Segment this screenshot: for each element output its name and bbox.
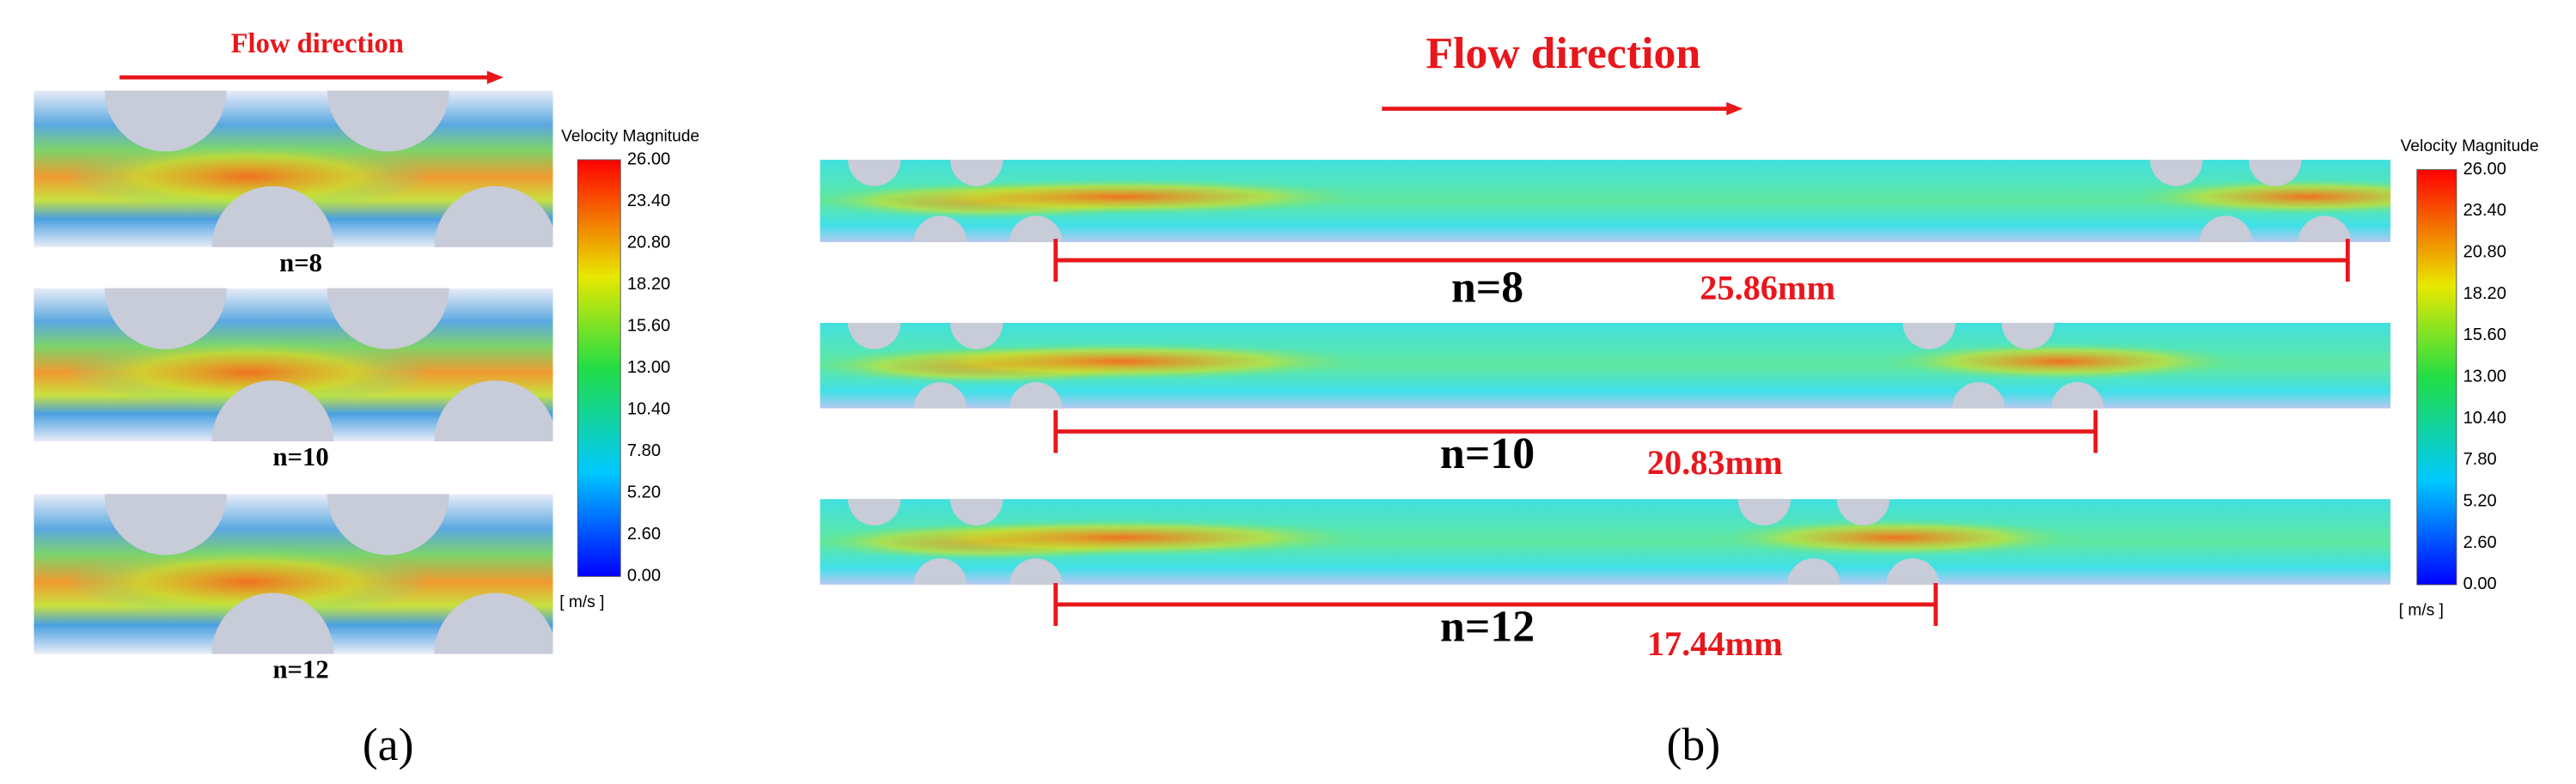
caption: (b): [1667, 719, 1721, 770]
obstacle: [327, 288, 449, 349]
obstacle: [434, 185, 553, 247]
colorbar-tick: 15.60: [627, 316, 670, 335]
obstacle: [1787, 558, 1840, 585]
flow-field: [34, 90, 553, 247]
flow-field: [820, 499, 2391, 585]
colorbar-unit: [ m/s ]: [559, 593, 604, 611]
obstacle: [104, 288, 227, 349]
high-velocity-zone: [874, 179, 1369, 216]
flow-label: Flow direction: [1425, 29, 1700, 78]
colorbar-tick: 10.40: [627, 400, 670, 419]
obstacle: [847, 499, 901, 526]
case-label: n=8: [1451, 263, 1523, 312]
obstacle: [434, 380, 553, 442]
colorbar-tick: 13.00: [2463, 368, 2506, 386]
colorbar-tick: 18.20: [627, 275, 670, 294]
arrow-head: [486, 70, 504, 84]
flow-field: [34, 288, 553, 442]
obstacle: [1737, 499, 1792, 526]
obstacle: [847, 322, 901, 349]
colorbar-tick: 20.80: [627, 233, 670, 252]
obstacle: [2150, 160, 2203, 186]
obstacle: [1886, 558, 1939, 585]
high-velocity-zone: [2127, 179, 2391, 216]
case-label: n=12: [272, 655, 328, 684]
obstacle: [104, 494, 227, 556]
high-velocity-zone: [1879, 342, 2243, 380]
colorbar-tick: 2.60: [627, 525, 661, 544]
colorbar-title: Velocity Magnitude: [561, 127, 699, 145]
obstacle: [327, 90, 449, 152]
colorbar-tick: 23.40: [627, 191, 670, 210]
case-label: n=12: [1440, 603, 1535, 652]
colorbar-tick: 2.60: [2463, 533, 2497, 552]
colorbar-tick: 5.20: [627, 483, 661, 502]
high-velocity-zone: [66, 546, 430, 617]
content: Flow direction n=8 n=10 n=12 Velocity Magnit…: [34, 28, 2539, 770]
obstacle: [2001, 322, 2054, 349]
obstacle: [2051, 382, 2104, 409]
obstacle: [949, 499, 1004, 526]
obstacle: [211, 380, 334, 442]
colorbar: [577, 159, 621, 577]
arrow-head: [1726, 101, 1743, 116]
flow-field: [34, 494, 553, 654]
obstacle: [211, 185, 334, 247]
obstacle: [1009, 382, 1063, 409]
length-label: 17.44mm: [1647, 624, 1783, 663]
colorbar-tick: 7.80: [627, 441, 661, 460]
case-label: n=10: [272, 442, 328, 471]
obstacle: [2249, 160, 2302, 186]
case-label: n=10: [1440, 429, 1535, 478]
obstacle: [1902, 322, 1956, 349]
obstacle: [1836, 499, 1890, 526]
caption: (a): [363, 719, 414, 770]
obstacle: [949, 160, 1004, 186]
obstacle: [1009, 558, 1063, 585]
high-velocity-zone: [874, 342, 1369, 380]
obstacle: [211, 593, 334, 654]
colorbar-tick: 0.00: [2463, 574, 2497, 593]
length-label: 25.86mm: [1700, 269, 1835, 307]
obstacle: [913, 382, 967, 409]
colorbar-title: Velocity Magnitude: [2401, 137, 2539, 155]
obstacle: [913, 558, 967, 585]
obstacle: [913, 216, 967, 242]
obstacle: [949, 322, 1004, 349]
high-velocity-zone: [874, 519, 1369, 556]
obstacle: [847, 160, 901, 186]
colorbar-tick: 15.60: [2463, 325, 2506, 344]
flow-field: [820, 160, 2391, 242]
case-label: n=8: [279, 248, 322, 277]
obstacle: [434, 593, 553, 654]
high-velocity-zone: [66, 142, 430, 211]
high-velocity-zone: [66, 338, 430, 407]
colorbar-tick: 13.00: [627, 358, 670, 377]
colorbar-tick: 5.20: [2463, 492, 2497, 511]
colorbar-tick: 10.40: [2463, 409, 2506, 428]
colorbar-tick: 26.00: [2463, 160, 2506, 179]
colorbar-tick: 18.20: [2463, 284, 2506, 303]
high-velocity-zone: [1714, 519, 2078, 556]
obstacle: [1951, 382, 2005, 409]
colorbar: [2416, 169, 2457, 586]
flow-field: [820, 322, 2391, 409]
colorbar-unit: [ m/s ]: [2399, 602, 2444, 620]
flow-label: Flow direction: [231, 28, 404, 59]
colorbar-tick: 26.00: [627, 149, 670, 168]
colorbar-tick: 7.80: [2463, 450, 2497, 469]
colorbar-tick: 20.80: [2463, 243, 2506, 262]
obstacle: [1009, 216, 1063, 242]
obstacle: [327, 494, 449, 556]
colorbar-tick: 0.00: [627, 567, 661, 586]
obstacle: [104, 90, 227, 152]
length-label: 20.83mm: [1647, 443, 1783, 482]
obstacle: [2298, 216, 2352, 242]
colorbar-tick: 23.40: [2463, 201, 2506, 220]
obstacle: [2199, 216, 2253, 242]
